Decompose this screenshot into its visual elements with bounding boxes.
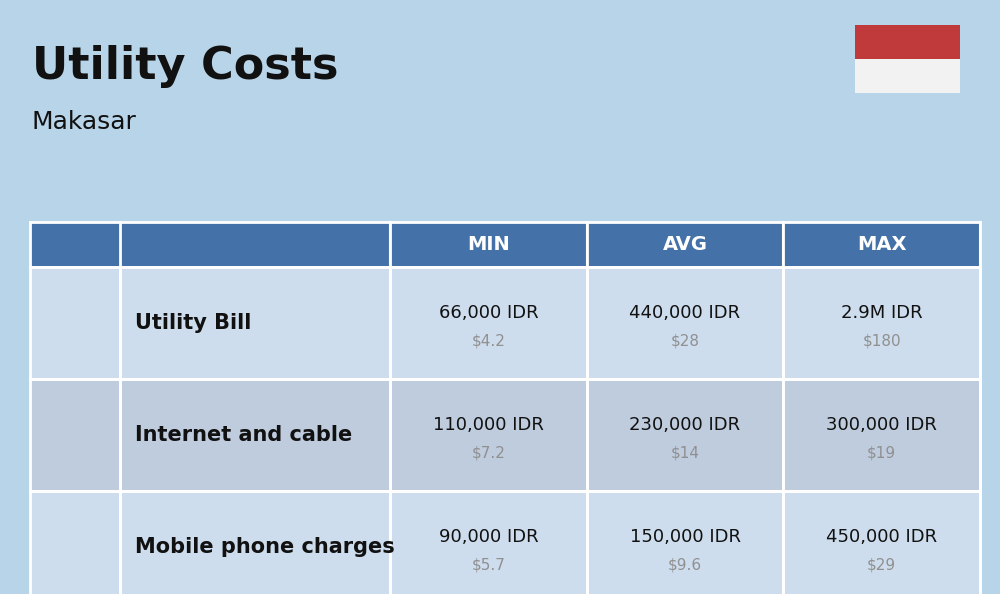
Bar (30, 222, 980, 267)
Bar (855, 59, 960, 93)
Text: $19: $19 (867, 446, 896, 460)
Text: Internet and cable: Internet and cable (135, 425, 352, 445)
Text: Utility Bill: Utility Bill (135, 313, 251, 333)
Bar (30, 267, 980, 379)
Text: 90,000 IDR: 90,000 IDR (439, 528, 538, 546)
Text: $180: $180 (862, 333, 901, 349)
Text: 440,000 IDR: 440,000 IDR (629, 304, 741, 322)
Text: 300,000 IDR: 300,000 IDR (826, 416, 937, 434)
Text: 2.9M IDR: 2.9M IDR (841, 304, 922, 322)
Text: $9.6: $9.6 (668, 558, 702, 573)
Bar (120, 222, 390, 267)
Text: 150,000 IDR: 150,000 IDR (630, 528, 740, 546)
Text: $14: $14 (670, 446, 700, 460)
Text: $5.7: $5.7 (471, 558, 505, 573)
Text: 450,000 IDR: 450,000 IDR (826, 528, 937, 546)
Bar (855, 25, 960, 59)
Text: 66,000 IDR: 66,000 IDR (439, 304, 538, 322)
Text: $4.2: $4.2 (471, 333, 505, 349)
Text: $29: $29 (867, 558, 896, 573)
Text: AVG: AVG (662, 235, 708, 254)
Bar (30, 491, 980, 594)
Text: Mobile phone charges: Mobile phone charges (135, 537, 395, 557)
Bar (30, 379, 980, 491)
Text: $28: $28 (670, 333, 700, 349)
Text: 230,000 IDR: 230,000 IDR (629, 416, 741, 434)
Text: MAX: MAX (857, 235, 906, 254)
Text: Utility Costs: Utility Costs (32, 45, 338, 88)
Text: Makasar: Makasar (32, 110, 137, 134)
Text: MIN: MIN (467, 235, 510, 254)
Bar (30, 222, 120, 267)
Text: $7.2: $7.2 (471, 446, 505, 460)
Text: 110,000 IDR: 110,000 IDR (433, 416, 544, 434)
